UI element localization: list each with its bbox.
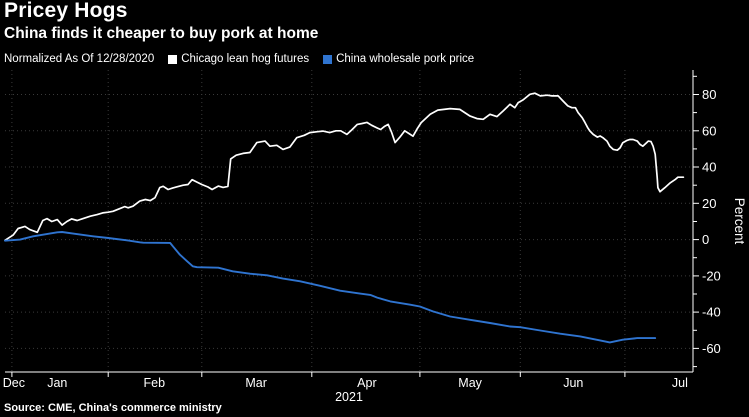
y-tick-label: 40 bbox=[702, 160, 716, 175]
pork-price-swatch-icon bbox=[323, 54, 333, 64]
y-tick-label: 80 bbox=[702, 87, 716, 102]
y-axis-title: Percent bbox=[732, 198, 747, 245]
chart-title: Pricey Hogs bbox=[4, 0, 128, 22]
source-note: Source: CME, China's commerce ministry bbox=[4, 402, 222, 414]
pork-price-line bbox=[4, 231, 657, 344]
legend-item-label: Chicago lean hog futures bbox=[181, 53, 310, 65]
y-tick-label: 0 bbox=[702, 232, 709, 247]
y-tick-label: -20 bbox=[702, 268, 721, 283]
legend-item-hog-futures: Chicago lean hog futures bbox=[168, 53, 309, 65]
legend: Normalized As Of 12/28/2020 Chicago lean… bbox=[4, 53, 474, 65]
month-label: Jan bbox=[47, 376, 67, 390]
month-label: Mar bbox=[245, 376, 267, 390]
legend-item-label: China wholesale pork price bbox=[336, 53, 475, 65]
month-label: Jul bbox=[672, 376, 688, 390]
legend-note: Normalized As Of 12/28/2020 bbox=[4, 53, 155, 65]
legend-item-pork-price: China wholesale pork price bbox=[323, 53, 474, 65]
month-label: Feb bbox=[144, 376, 166, 390]
year-label: 2021 bbox=[335, 390, 363, 404]
chart-subtitle: China finds it cheaper to buy pork at ho… bbox=[4, 25, 319, 42]
hog-futures-swatch-icon bbox=[168, 54, 178, 64]
y-tick-label: 60 bbox=[702, 123, 716, 138]
month-label: Apr bbox=[357, 376, 376, 390]
month-label: Jun bbox=[563, 376, 583, 390]
y-tick-label: -60 bbox=[702, 341, 721, 356]
y-tick-label: -40 bbox=[702, 305, 721, 320]
hog-futures-line bbox=[4, 92, 685, 242]
month-label: Dec bbox=[3, 376, 25, 390]
y-tick-label: 20 bbox=[702, 196, 716, 211]
month-label: May bbox=[458, 376, 482, 390]
